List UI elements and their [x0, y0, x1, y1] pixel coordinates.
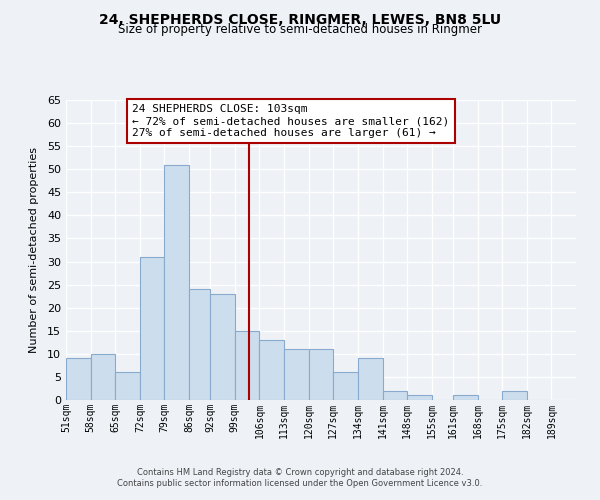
Bar: [115, 372, 140, 400]
Bar: [358, 358, 383, 400]
Bar: [308, 349, 334, 400]
Text: 24, SHEPHERDS CLOSE, RINGMER, LEWES, BN8 5LU: 24, SHEPHERDS CLOSE, RINGMER, LEWES, BN8…: [99, 12, 501, 26]
Bar: [259, 340, 284, 400]
Text: 24 SHEPHERDS CLOSE: 103sqm
← 72% of semi-detached houses are smaller (162)
27% o: 24 SHEPHERDS CLOSE: 103sqm ← 72% of semi…: [133, 104, 449, 138]
Bar: [383, 391, 407, 400]
Bar: [164, 164, 189, 400]
Text: Contains HM Land Registry data © Crown copyright and database right 2024.
Contai: Contains HM Land Registry data © Crown c…: [118, 468, 482, 487]
Bar: [284, 349, 308, 400]
Y-axis label: Number of semi-detached properties: Number of semi-detached properties: [29, 147, 38, 353]
Bar: [189, 289, 210, 400]
Bar: [235, 331, 259, 400]
Bar: [140, 257, 164, 400]
Bar: [210, 294, 235, 400]
Bar: [66, 358, 91, 400]
Bar: [453, 396, 478, 400]
Bar: [502, 391, 527, 400]
Bar: [334, 372, 358, 400]
Bar: [407, 396, 432, 400]
Bar: [91, 354, 115, 400]
Text: Size of property relative to semi-detached houses in Ringmer: Size of property relative to semi-detach…: [118, 22, 482, 36]
